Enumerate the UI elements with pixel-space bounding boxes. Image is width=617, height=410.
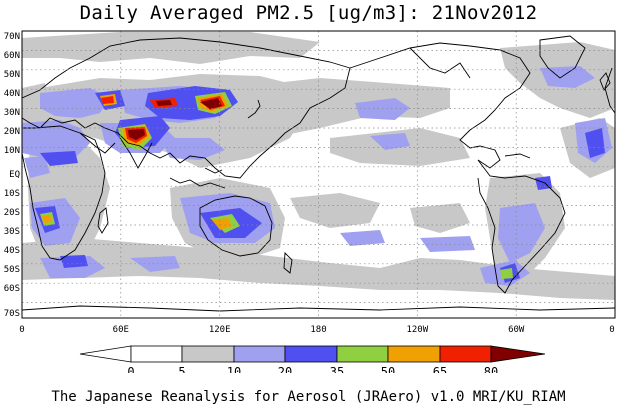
lat-label: 30S bbox=[4, 227, 20, 237]
latitude-axis: 70N 60N 50N 40N 30N 20N 10N EQ 10S 20S 3… bbox=[4, 32, 20, 319]
pm25-map: 70N 60N 50N 40N 30N 20N 10N EQ 10S 20S 3… bbox=[4, 30, 616, 373]
colorbar-segment-65-80 bbox=[439, 345, 492, 363]
lat-label: 20N bbox=[4, 127, 20, 137]
colorbar-label: 80 bbox=[484, 365, 498, 373]
longitude-axis: 0 60E 120E 180 120W 60W 0 bbox=[19, 325, 614, 335]
colorbar-segment-above-80 bbox=[490, 345, 546, 363]
lat-label: 70S bbox=[4, 309, 20, 319]
map-title: Daily Averaged PM2.5 [ug/m3]: 21Nov2012 bbox=[79, 2, 538, 24]
colorbar-label: 20 bbox=[278, 365, 292, 373]
pm25-level-above-80 bbox=[128, 98, 222, 140]
colorbar-label: 5 bbox=[178, 365, 185, 373]
colorbar-segment-0-5 bbox=[79, 345, 132, 363]
lon-label: 120W bbox=[406, 325, 428, 335]
colorbar-label: 0 bbox=[127, 365, 134, 373]
colorbar-label: 50 bbox=[381, 365, 395, 373]
graticule bbox=[22, 31, 615, 318]
lat-label: 40S bbox=[4, 246, 20, 256]
lat-label: 60N bbox=[4, 51, 20, 61]
colorbar-label: 35 bbox=[330, 365, 344, 373]
colorbar-label: 10 bbox=[227, 365, 241, 373]
lon-label: 0 bbox=[19, 325, 24, 335]
colorbar-labels: 0 5 10 20 35 50 65 80 bbox=[127, 365, 498, 373]
colorbar bbox=[79, 345, 546, 363]
colorbar-segment-10-20 bbox=[233, 345, 286, 363]
coastlines bbox=[22, 35, 615, 312]
lat-label: 10S bbox=[4, 189, 20, 199]
lon-label: 180 bbox=[310, 325, 326, 335]
map-frame bbox=[21, 30, 616, 319]
colorbar-segment-35-50 bbox=[336, 345, 389, 363]
lat-label: 70N bbox=[4, 32, 20, 42]
lon-label: 0 bbox=[609, 325, 614, 335]
lat-label: EQ bbox=[9, 170, 20, 180]
lat-label: 50N bbox=[4, 70, 20, 80]
colorbar-segment-5-10 bbox=[181, 345, 235, 363]
colorbar-label: 65 bbox=[433, 365, 447, 373]
lon-label: 120E bbox=[209, 325, 231, 335]
colorbar-segment-0-5 bbox=[130, 345, 183, 363]
lat-label: 30N bbox=[4, 108, 20, 118]
colorbar-segment-20-35 bbox=[284, 345, 338, 363]
data-source-credit: The Japanese Reanalysis for Aerosol (JRA… bbox=[51, 389, 566, 405]
lon-label: 60E bbox=[113, 325, 129, 335]
colorbar-segment-50-65 bbox=[387, 345, 441, 363]
pm25-field bbox=[22, 32, 615, 312]
lat-label: 10N bbox=[4, 146, 20, 156]
lon-label: 60W bbox=[508, 325, 525, 335]
lat-label: 20S bbox=[4, 208, 20, 218]
lat-label: 40N bbox=[4, 89, 20, 99]
lat-label: 50S bbox=[4, 265, 20, 275]
lat-label: 60S bbox=[4, 284, 20, 294]
